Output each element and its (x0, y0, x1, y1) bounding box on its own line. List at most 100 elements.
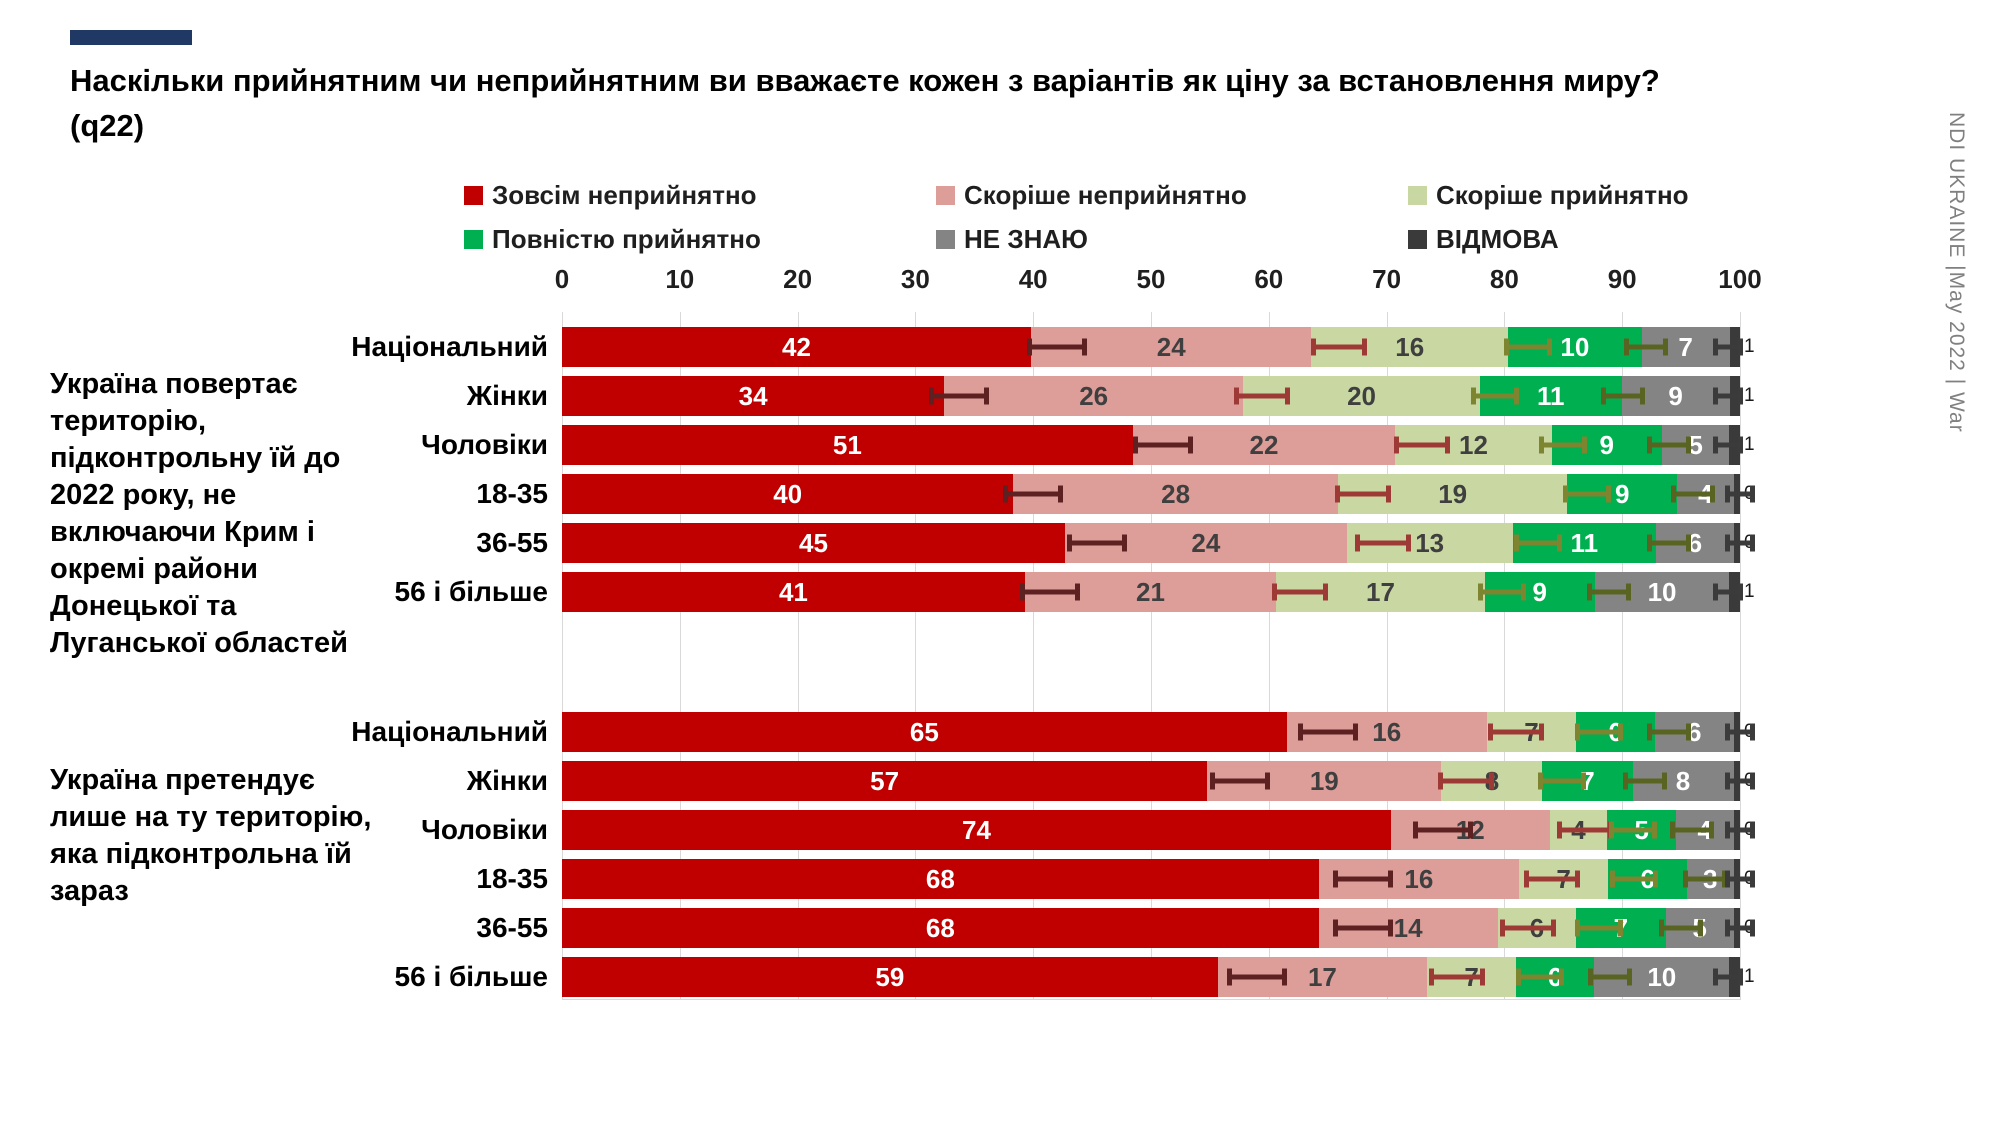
eb-cap-left (1588, 968, 1594, 986)
bar-row: 18-35402819940 (0, 474, 2000, 514)
eb-cap-left (1412, 821, 1418, 839)
segment-value: 9 (1668, 381, 1683, 411)
eb-cap-left (1478, 583, 1484, 601)
error-bar (1271, 583, 1328, 601)
eb-cap-left (1574, 919, 1580, 937)
eb-line (1562, 491, 1611, 497)
eb-cap-left (1725, 919, 1730, 937)
error-bar (1670, 821, 1715, 839)
eb-line (1574, 729, 1623, 735)
eb-line (1515, 974, 1564, 980)
bar-segment-1: 51 (562, 425, 1133, 465)
eb-line (1713, 974, 1744, 980)
eb-cap-left (1609, 870, 1615, 888)
error-bar (1725, 870, 1755, 888)
eb-line (1713, 344, 1744, 350)
eb-line (1622, 778, 1667, 784)
eb-line (1503, 344, 1552, 350)
error-bar (1393, 436, 1450, 454)
eb-cap-right (1081, 338, 1087, 356)
eb-line (1335, 491, 1392, 497)
axis-tick-label: 10 (665, 264, 695, 294)
eb-cap-left (1233, 387, 1239, 405)
eb-line (1539, 442, 1588, 448)
eb-line (1227, 974, 1288, 980)
eb-line (1499, 925, 1556, 931)
error-bar (1297, 723, 1358, 741)
eb-cap-left (1622, 772, 1628, 790)
eb-line (1557, 827, 1614, 833)
eb-cap-right (1362, 338, 1368, 356)
segment-value: 5 (1688, 430, 1703, 460)
error-bar (1646, 534, 1691, 552)
eb-line (1682, 876, 1727, 882)
eb-line (1670, 827, 1715, 833)
eb-cap-right (1738, 583, 1744, 601)
legend-swatch-icon (1408, 186, 1427, 205)
eb-cap-right (1480, 968, 1486, 986)
eb-line (1233, 393, 1290, 399)
error-bar (1513, 534, 1562, 552)
eb-cap-right (1556, 534, 1562, 552)
eb-cap-right (1284, 387, 1290, 405)
segment-value: 59 (875, 962, 905, 992)
legend-label: НЕ ЗНАЮ (964, 224, 1088, 254)
eb-line (1523, 876, 1580, 882)
segment-value: 40 (773, 479, 803, 509)
eb-cap-right (1521, 583, 1527, 601)
eb-line (1609, 876, 1658, 882)
gridline (915, 312, 917, 1000)
segment-value: 57 (870, 766, 900, 796)
error-bar (1210, 772, 1271, 790)
gridline (1033, 312, 1035, 1000)
eb-line (1670, 491, 1715, 497)
error-bar (1587, 583, 1632, 601)
legend-label: Повністю прийнятно (492, 224, 761, 254)
row-label: 18-35 (476, 478, 548, 509)
bar-segment-1: 68 (562, 859, 1319, 899)
segment-value: 8 (1675, 766, 1691, 796)
eb-cap-right (1388, 870, 1394, 888)
stacked-bar: 42 24 16 10 7 1 (562, 327, 1755, 367)
error-bar (1622, 772, 1667, 790)
eb-cap-right (1122, 534, 1128, 552)
eb-cap-right (1605, 485, 1611, 503)
eb-cap-left (1355, 534, 1361, 552)
eb-cap-left (1670, 485, 1676, 503)
eb-cap-left (1333, 919, 1339, 937)
eb-cap-left (1725, 870, 1730, 888)
error-bar (1713, 436, 1744, 454)
eb-cap-right (1388, 919, 1394, 937)
eb-line (1608, 827, 1657, 833)
bar-segment-1: 59 (562, 957, 1218, 997)
bar-segment-5: 8 (1632, 761, 1734, 801)
segment-value: 6 (1687, 528, 1703, 558)
error-bar (1713, 338, 1744, 356)
eb-line (1647, 442, 1692, 448)
eb-cap-left (1537, 772, 1543, 790)
error-bar (1713, 583, 1744, 601)
segment-value: 7 (1678, 332, 1693, 362)
error-bar (1003, 485, 1064, 503)
eb-line (1588, 974, 1633, 980)
segment-value: 24 (1156, 332, 1186, 362)
page-title: Наскільки прийнятним чи неприйнятним ви … (70, 58, 1930, 148)
eb-line (1647, 729, 1692, 735)
eb-cap-right (1709, 485, 1715, 503)
eb-cap-right (1750, 919, 1755, 937)
gridline (1622, 312, 1624, 1000)
eb-cap-right (1187, 436, 1193, 454)
error-bar (1725, 534, 1755, 552)
bar-row: 56 і більше591776101 (0, 957, 2000, 997)
eb-cap-right (1627, 968, 1633, 986)
eb-cap-left (1725, 534, 1730, 552)
eb-cap-right (1738, 968, 1744, 986)
eb-cap-left (1393, 436, 1399, 454)
eb-cap-right (1617, 919, 1623, 937)
error-bar (1670, 485, 1715, 503)
error-bar (1311, 338, 1368, 356)
eb-cap-right (1686, 723, 1692, 741)
eb-line (1725, 540, 1755, 546)
gridline (1268, 312, 1270, 1000)
